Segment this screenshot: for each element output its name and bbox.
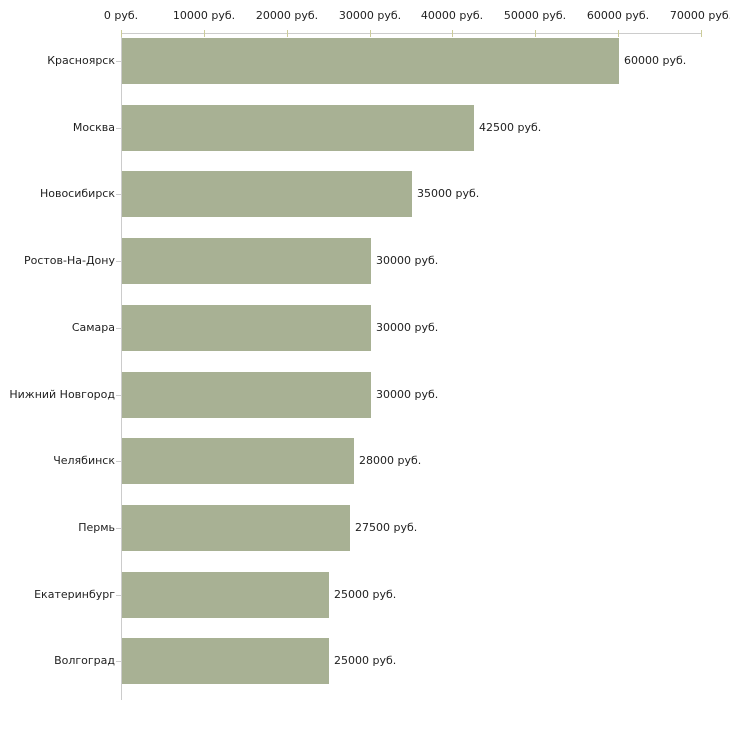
x-axis-tick-mark [701, 30, 702, 37]
x-axis-tick-label: 60000 руб. [586, 9, 650, 22]
category-tick-mark [116, 328, 121, 329]
value-label: 60000 руб. [624, 54, 687, 67]
x-axis-line [121, 33, 702, 34]
value-label: 42500 руб. [479, 121, 542, 134]
category-tick-mark [116, 528, 121, 529]
category-tick-mark [116, 128, 121, 129]
bar [122, 238, 371, 284]
category-label: Москва [72, 121, 115, 134]
value-label: 30000 руб. [376, 254, 439, 267]
category-tick-mark [116, 461, 121, 462]
x-axis-tick-mark [452, 30, 453, 37]
y-axis-line [121, 33, 122, 700]
value-label: 25000 руб. [334, 588, 397, 601]
category-label: Новосибирск [39, 187, 115, 200]
category-label: Красноярск [47, 54, 115, 67]
x-axis-tick-mark [370, 30, 371, 37]
category-label: Челябинск [53, 454, 115, 467]
x-axis-tick-mark [204, 30, 205, 37]
category-label: Самара [71, 321, 115, 334]
value-label: 27500 руб. [355, 521, 418, 534]
category-label: Волгоград [54, 654, 115, 667]
bar [122, 438, 354, 484]
x-axis-tick-label: 20000 руб. [255, 9, 319, 22]
x-axis-tick-label: 30000 руб. [338, 9, 402, 22]
value-label: 25000 руб. [334, 654, 397, 667]
bar [122, 505, 350, 551]
x-axis-tick-mark [618, 30, 619, 37]
bar [122, 171, 412, 217]
x-axis-tick-label: 0 руб. [103, 9, 139, 22]
x-axis-tick-label: 10000 руб. [172, 9, 236, 22]
bar [122, 305, 371, 351]
x-axis-tick-label: 70000 руб. [669, 9, 730, 22]
category-tick-mark [116, 661, 121, 662]
category-tick-mark [116, 194, 121, 195]
category-label: Екатеринбург [34, 588, 115, 601]
x-axis-tick-mark [287, 30, 288, 37]
category-tick-mark [116, 261, 121, 262]
bar [122, 638, 329, 684]
bar [122, 105, 474, 151]
bar [122, 572, 329, 618]
category-label: Пермь [78, 521, 115, 534]
value-label: 30000 руб. [376, 321, 439, 334]
x-axis-tick-label: 50000 руб. [503, 9, 567, 22]
category-label: Нижний Новгород [9, 388, 115, 401]
bar [122, 372, 371, 418]
value-label: 35000 руб. [417, 187, 480, 200]
bar [122, 38, 619, 84]
category-tick-mark [116, 395, 121, 396]
x-axis-tick-label: 40000 руб. [420, 9, 484, 22]
x-axis-tick-mark [121, 30, 122, 37]
x-axis-tick-mark [535, 30, 536, 37]
category-tick-mark [116, 61, 121, 62]
category-label: Ростов-На-Дону [23, 254, 115, 267]
category-tick-mark [116, 595, 121, 596]
value-label: 28000 руб. [359, 454, 422, 467]
value-label: 30000 руб. [376, 388, 439, 401]
